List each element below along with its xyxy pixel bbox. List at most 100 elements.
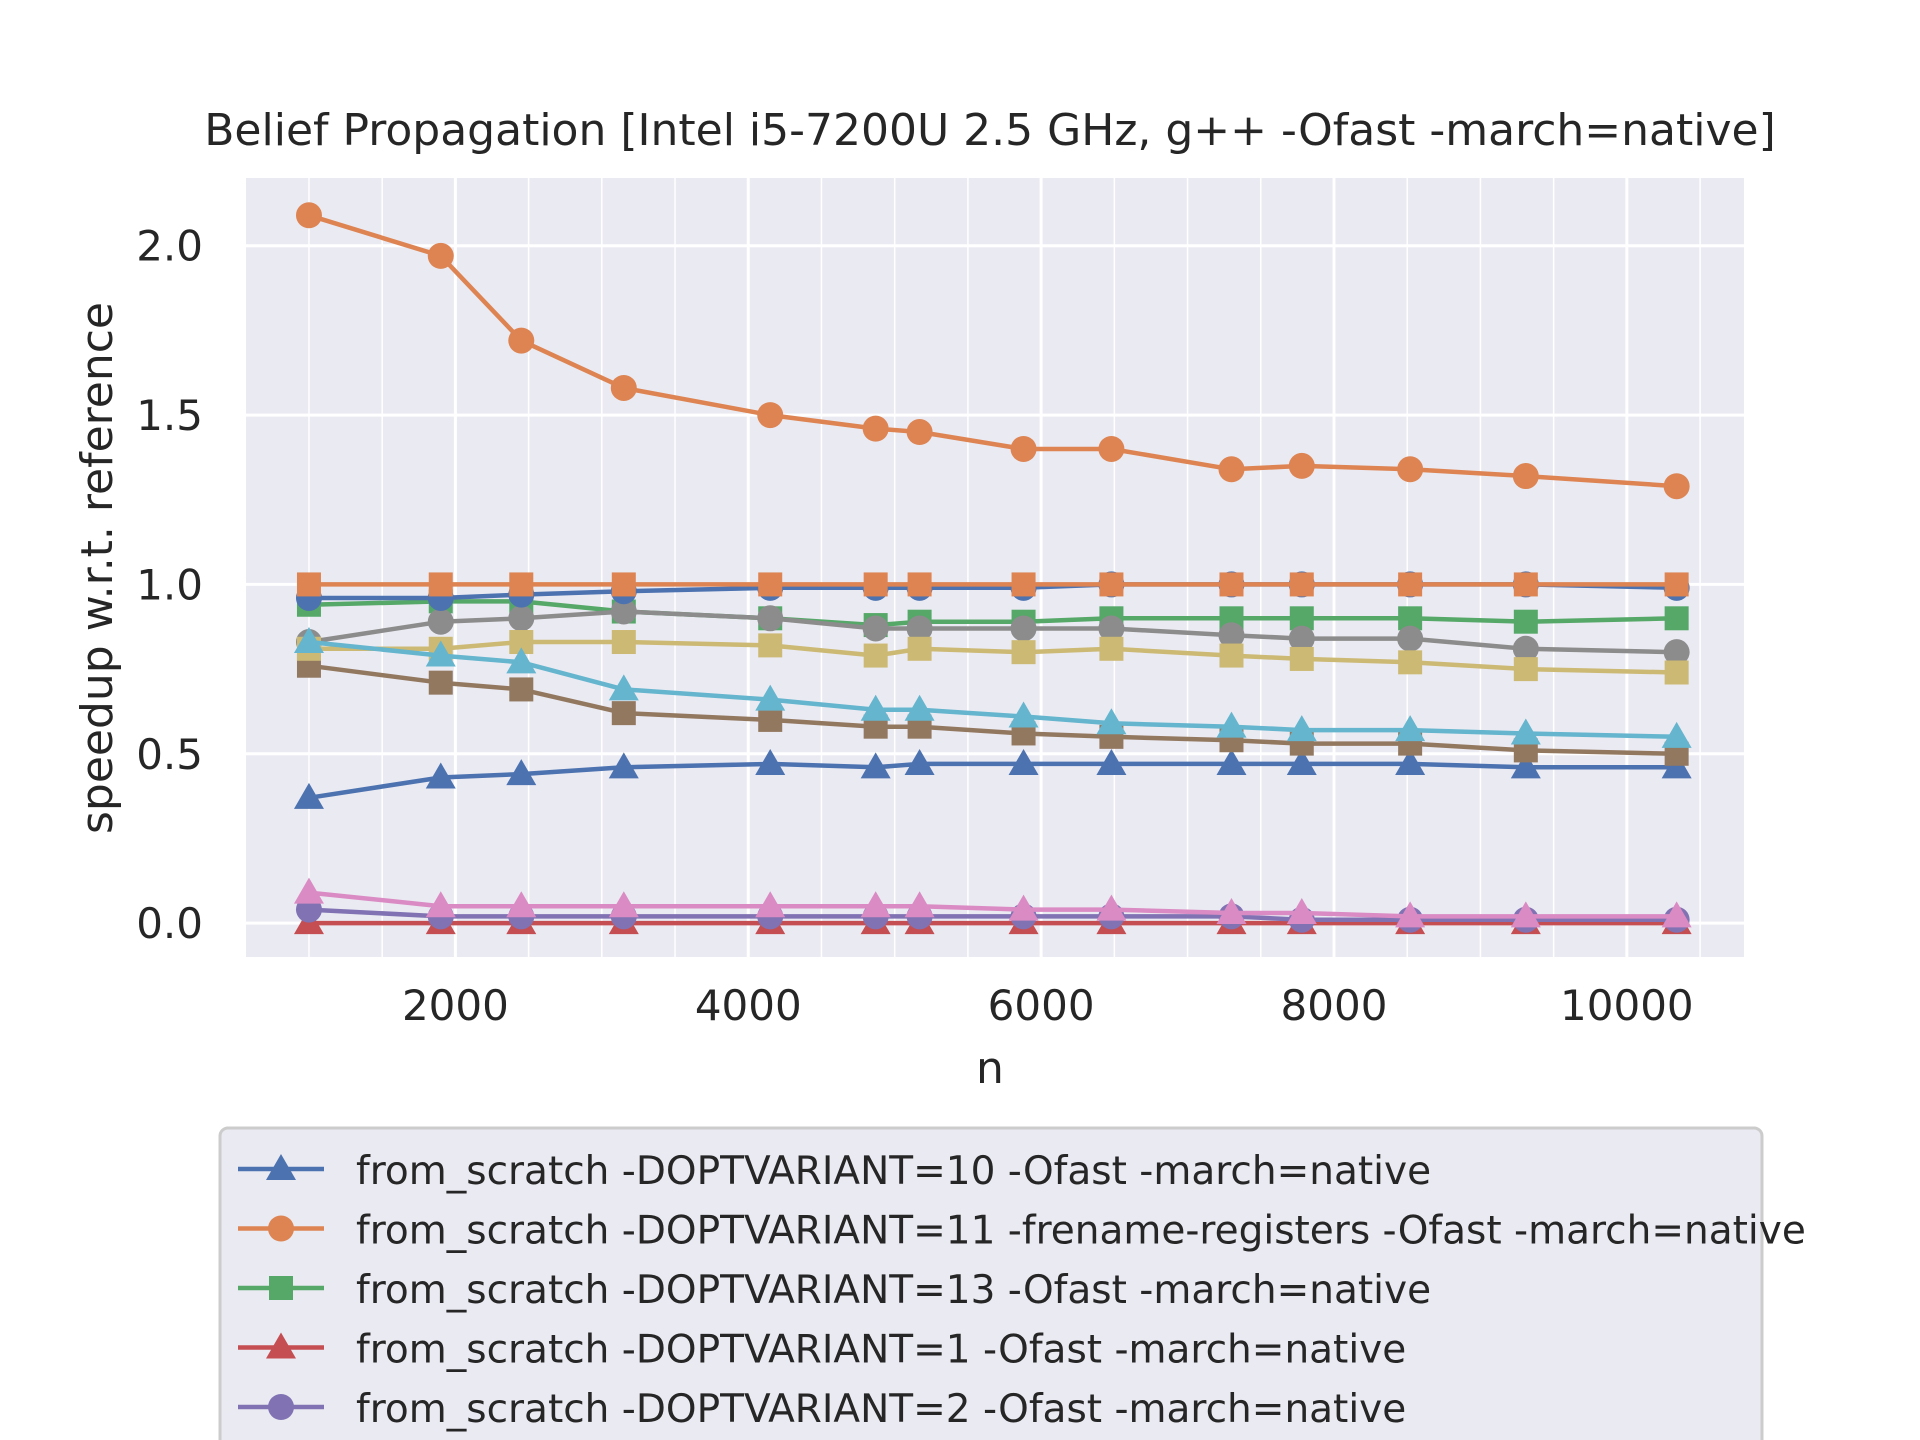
data-point xyxy=(266,1332,296,1359)
legend: from_scratch -DOPTVARIANT=10 -Ofast -mar… xyxy=(218,1126,1806,1440)
data-point xyxy=(1661,901,1692,928)
data-point xyxy=(1512,635,1539,662)
data-point xyxy=(293,782,324,809)
data-point xyxy=(1510,752,1541,779)
data-point xyxy=(427,608,454,635)
data-point xyxy=(428,670,453,695)
data-point xyxy=(1010,615,1037,642)
series-10 xyxy=(293,627,1692,748)
data-point xyxy=(1512,463,1539,490)
data-point xyxy=(1664,606,1689,631)
data-point xyxy=(1216,711,1247,738)
data-point xyxy=(1218,622,1245,649)
data-point xyxy=(904,891,935,918)
data-point xyxy=(1664,572,1689,597)
data-point xyxy=(907,636,932,661)
y-tick-label: 0.0 xyxy=(136,899,203,948)
legend-item: from_scratch -DOPTVARIANT=11 -frename-re… xyxy=(238,1209,1806,1254)
data-point xyxy=(862,415,889,442)
legend-label: from_scratch -DOPTVARIANT=1 -Ofast -marc… xyxy=(356,1328,1406,1373)
data-point xyxy=(755,748,786,775)
data-point xyxy=(296,572,321,597)
legend-item: from_scratch -DOPTVARIANT=1 -Ofast -marc… xyxy=(238,1328,1406,1373)
data-point xyxy=(1096,894,1127,921)
data-point xyxy=(1395,901,1426,928)
series-layer xyxy=(293,202,1692,935)
series-1 xyxy=(293,748,1692,809)
data-point xyxy=(1663,473,1690,500)
data-point xyxy=(1397,456,1424,483)
series-line xyxy=(308,639,1677,740)
data-point xyxy=(610,598,637,625)
series-12 xyxy=(296,572,1689,597)
data-point xyxy=(1008,701,1039,728)
data-point xyxy=(757,605,784,632)
data-point xyxy=(608,891,639,918)
data-point xyxy=(1216,748,1247,775)
data-point xyxy=(755,891,786,918)
data-point xyxy=(508,605,535,632)
data-point xyxy=(610,374,637,401)
x-tick-label: 2000 xyxy=(402,981,509,1030)
data-point xyxy=(293,877,324,904)
data-point xyxy=(904,694,935,721)
series-line xyxy=(309,639,1677,675)
x-axis-label: n xyxy=(976,1043,1004,1094)
data-point xyxy=(1099,572,1124,597)
series-line xyxy=(308,761,1677,801)
data-point xyxy=(1011,640,1036,665)
data-point xyxy=(268,1215,294,1242)
data-point xyxy=(1664,660,1689,685)
legend-label: from_scratch -DOPTVARIANT=11 -frename-re… xyxy=(356,1209,1806,1254)
series-line xyxy=(308,213,1677,489)
data-point xyxy=(293,627,324,654)
data-point xyxy=(1008,894,1039,921)
data-point xyxy=(862,615,889,642)
data-point xyxy=(611,572,636,597)
data-point xyxy=(906,615,933,642)
data-point xyxy=(1098,615,1125,642)
data-point xyxy=(1398,650,1423,675)
data-point xyxy=(1098,435,1125,462)
data-point xyxy=(611,630,636,655)
data-point xyxy=(758,707,783,732)
data-point xyxy=(1398,572,1423,597)
series-7 xyxy=(293,877,1692,928)
data-point xyxy=(863,643,888,668)
legend-frame xyxy=(218,1126,1764,1440)
data-point xyxy=(1661,721,1692,748)
series-line xyxy=(308,890,1677,919)
data-point xyxy=(1286,897,1317,924)
data-point xyxy=(508,327,535,354)
data-point xyxy=(1096,748,1127,775)
x-tick-label: 10000 xyxy=(1560,981,1694,1030)
data-point xyxy=(425,762,456,789)
data-point xyxy=(425,640,456,667)
data-point xyxy=(1099,636,1124,661)
data-point xyxy=(1011,572,1036,597)
x-tick-label: 8000 xyxy=(1281,981,1388,1030)
y-axis-label: speedup w.r.t. reference xyxy=(72,302,123,834)
data-point xyxy=(1513,609,1538,634)
data-point xyxy=(1395,715,1426,742)
y-tick-label: 2.0 xyxy=(136,222,203,271)
data-point xyxy=(611,701,636,726)
legend-label: from_scratch -DOPTVARIANT=13 -Ofast -mar… xyxy=(356,1268,1431,1313)
data-point xyxy=(904,748,935,775)
chart-title: Belief Propagation [Intel i5-7200U 2.5 G… xyxy=(204,105,1776,156)
x-tick-label: 4000 xyxy=(695,981,802,1030)
y-tick-label: 0.5 xyxy=(136,730,203,779)
x-tick-labels: 2000 4000 6000 8000 10000 xyxy=(402,981,1694,1030)
legend-label: from_scratch -DOPTVARIANT=10 -Ofast -mar… xyxy=(356,1149,1431,1194)
data-point xyxy=(608,674,639,701)
data-point xyxy=(906,419,933,446)
data-point xyxy=(509,630,534,655)
series-line xyxy=(308,609,1677,655)
data-point xyxy=(1010,435,1037,462)
plot-area xyxy=(246,178,1744,957)
data-point xyxy=(266,1154,296,1180)
legend-item: from_scratch -DOPTVARIANT=10 -Ofast -mar… xyxy=(238,1149,1431,1194)
legend-item: from_scratch -DOPTVARIANT=13 -Ofast -mar… xyxy=(238,1268,1431,1313)
series-2 xyxy=(295,202,1690,500)
